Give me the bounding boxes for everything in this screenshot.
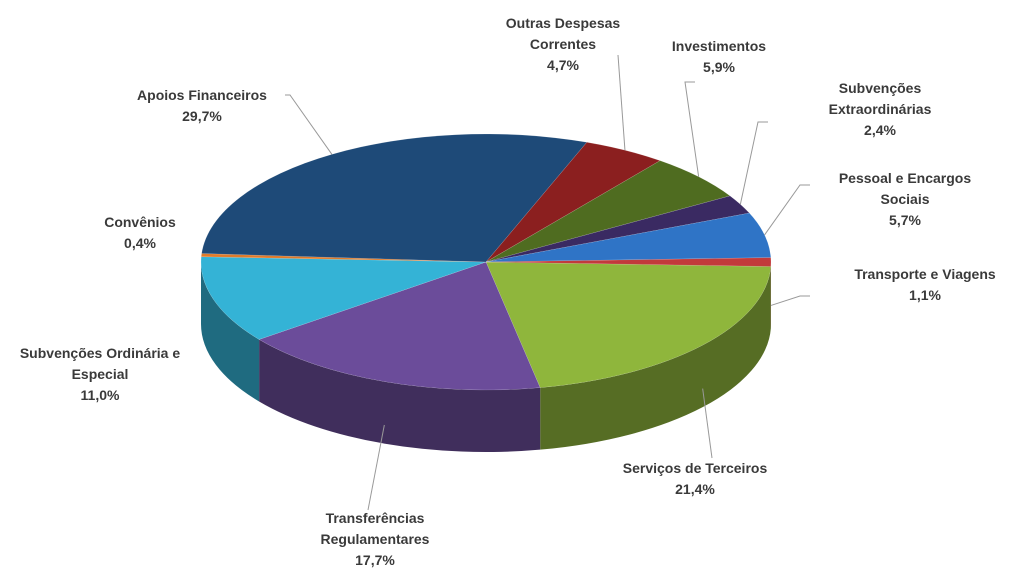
category-label: Convênios xyxy=(104,214,176,230)
category-label: Serviços de Terceiros xyxy=(622,460,768,476)
slice xyxy=(485,257,772,267)
value-label: 2,4% xyxy=(864,122,896,138)
value-label: 21,4% xyxy=(675,481,715,497)
value-label: 17,7% xyxy=(355,552,395,568)
slice-side xyxy=(259,339,541,452)
slice-label: Transporte e Viagens 1,1% xyxy=(820,264,1017,306)
slice-side xyxy=(540,266,771,450)
slice xyxy=(485,261,772,388)
slice-side xyxy=(201,262,260,402)
leader-line xyxy=(367,424,385,511)
category-label: Transferências Regulamentares xyxy=(320,510,430,547)
leader-line xyxy=(764,184,810,236)
slice xyxy=(200,256,487,340)
category-label: Pessoal e Encargos Sociais xyxy=(838,170,972,207)
slice-label: Apoios Financeiros 29,7% xyxy=(72,85,332,127)
slice-label: Outras Despesas Correntes 4,7% xyxy=(498,13,628,76)
slice-label: Transferências Regulamentares 17,7% xyxy=(290,508,460,571)
category-label: Apoios Financeiros xyxy=(137,87,267,103)
leader-line xyxy=(702,388,713,459)
slice-label: Serviços de Terceiros 21,4% xyxy=(595,458,795,500)
leader-line xyxy=(684,81,700,177)
value-label: 0,4% xyxy=(124,235,156,251)
category-label: Subvenções Extraordinárias xyxy=(828,80,932,117)
value-label: 4,7% xyxy=(547,57,579,73)
slice-label: Subvenções Extraordinárias 2,4% xyxy=(800,78,960,141)
slice xyxy=(258,261,541,391)
slice-label: Pessoal e Encargos Sociais 5,7% xyxy=(815,168,995,231)
category-label: Investimentos xyxy=(671,38,767,54)
leader-line xyxy=(739,121,768,205)
slice xyxy=(485,212,772,263)
value-label: 1,1% xyxy=(909,287,941,303)
slice xyxy=(201,133,588,263)
category-label: Outras Despesas Correntes xyxy=(505,15,621,52)
slice-label: Subvenções Ordinária e Especial 11,0% xyxy=(5,343,195,406)
value-label: 29,7% xyxy=(182,108,222,124)
category-label: Subvenções Ordinária e Especial xyxy=(19,345,181,382)
value-label: 5,7% xyxy=(889,212,921,228)
slice-label: Convênios 0,4% xyxy=(65,212,215,254)
value-label: 11,0% xyxy=(80,387,120,403)
slice-label: Investimentos 5,9% xyxy=(649,36,789,78)
slice xyxy=(200,253,487,263)
value-label: 5,9% xyxy=(703,59,735,75)
category-label: Transporte e Viagens xyxy=(854,266,996,282)
leader-line xyxy=(617,54,626,151)
leader-line xyxy=(770,295,810,306)
leader-line xyxy=(285,94,333,155)
